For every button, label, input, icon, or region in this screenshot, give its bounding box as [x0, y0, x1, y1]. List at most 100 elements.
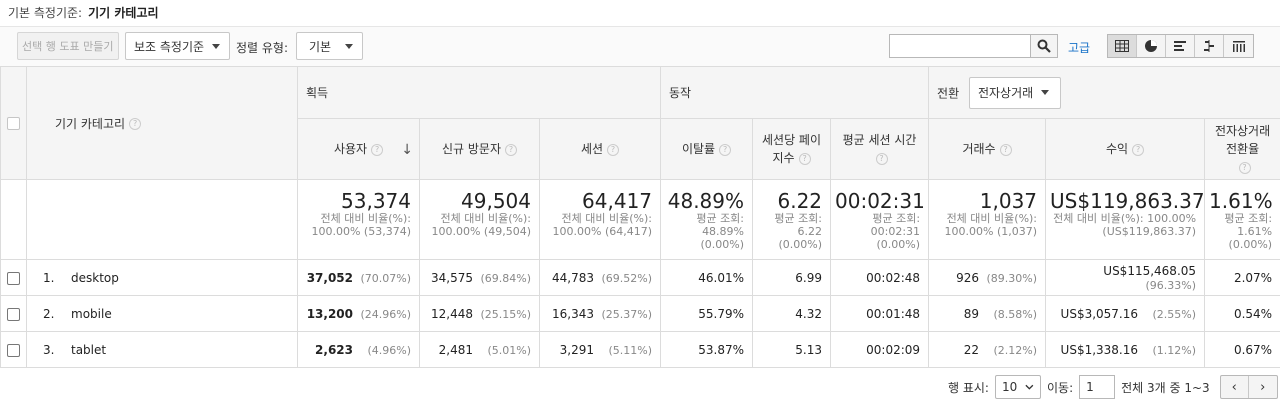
conversion-cell: 2.07% — [1204, 259, 1280, 296]
metric-header-avg-duration[interactable]: 평균 세션 시간? — [830, 118, 930, 180]
help-icon[interactable]: ? — [1238, 161, 1251, 174]
cell-percent: (89.30%) — [986, 271, 1038, 285]
metric-header-bounce-rate[interactable]: 이탈률? — [660, 118, 754, 180]
help-icon[interactable]: ? — [719, 143, 732, 156]
dimension-value-link[interactable]: mobile — [71, 306, 112, 321]
sort-down-arrow-icon[interactable]: ↓ — [401, 142, 413, 158]
cell-percent: (4.96%) — [367, 343, 411, 357]
cell-value: 37,052 — [306, 270, 353, 285]
cell-percent: (69.84%) — [480, 271, 531, 285]
metric-label: 사용자 — [333, 142, 368, 156]
metric-header-ecommerce-conversion[interactable]: 전자상거래 전환율? — [1204, 118, 1280, 180]
help-icon[interactable]: ? — [875, 152, 888, 165]
row-checkbox-cell — [0, 331, 27, 368]
secondary-dimension-label: 보조 측정기준 — [134, 39, 205, 54]
metric-header-sessions[interactable]: 세션? — [538, 118, 662, 180]
metric-header-pages-per-session[interactable]: 세션당 페이지수? — [752, 118, 832, 180]
bounce-cell: 55.79% — [660, 295, 754, 332]
dimension-value-link[interactable]: desktop — [71, 270, 119, 285]
search-icon — [1037, 39, 1051, 53]
users-cell: 37,052 (70.07%) — [297, 259, 420, 296]
row-checkbox-cell — [0, 259, 27, 296]
chevron-left-icon: ‹ — [1231, 379, 1237, 395]
cell-value: 2,623 — [315, 342, 353, 357]
prev-page-button[interactable]: ‹ — [1221, 376, 1249, 398]
help-icon[interactable]: ? — [607, 143, 620, 156]
total-bounce-rate: 48.89% 평균 조회: 48.89% (0.00%) — [660, 179, 754, 260]
help-icon[interactable]: ? — [999, 143, 1012, 156]
metric-label: 수익 — [1105, 142, 1129, 156]
help-icon[interactable]: ? — [505, 143, 517, 156]
help-icon[interactable]: ? — [798, 152, 811, 165]
bar-view-button[interactable] — [1166, 35, 1195, 57]
search-input[interactable] — [889, 34, 1031, 58]
cell-value: 2,481 — [438, 342, 473, 357]
cell-value: 0.54% — [1233, 306, 1273, 321]
metric-header-users[interactable]: 사용자? ↓ — [297, 118, 420, 180]
bounce-cell: 53.87% — [660, 331, 754, 368]
primary-dimension-label: 기본 측정기준: — [8, 6, 83, 20]
pages-cell: 5.13 — [752, 331, 832, 368]
cell-percent: (1.12%) — [1152, 343, 1197, 357]
cell-value: 00:02:09 — [866, 342, 921, 357]
revenue-cell: US$115,468.05(96.33%) — [1045, 259, 1206, 296]
pie-view-button[interactable] — [1137, 35, 1166, 57]
search-button[interactable] — [1030, 34, 1058, 58]
secondary-dimension-dropdown[interactable]: 보조 측정기준 — [125, 32, 230, 60]
bounce-cell: 46.01% — [660, 259, 754, 296]
rows-per-page-select[interactable]: 10 — [994, 375, 1041, 399]
rows-per-page-label: 행 표시: — [948, 380, 989, 395]
transactions-cell: 89 (8.58%) — [928, 295, 1047, 332]
transactions-cell: 926 (89.30%) — [928, 259, 1047, 296]
row-checkbox[interactable] — [7, 343, 20, 357]
dimension-cell: 2. mobile — [26, 295, 298, 332]
metric-header-transactions[interactable]: 거래수? — [928, 118, 1047, 180]
help-icon[interactable]: ? — [129, 118, 142, 130]
dimension-value-link[interactable]: tablet — [71, 342, 107, 357]
behavior-label: 동작 — [669, 86, 692, 100]
sort-type-dropdown[interactable]: 기본 — [296, 32, 363, 60]
total-sub: 평균 조회: — [872, 212, 921, 225]
cell-percent: (25.37%) — [601, 307, 653, 321]
create-chart-button[interactable]: 선택 행 도표 만들기 — [17, 32, 119, 60]
select-all-checkbox[interactable] — [7, 117, 20, 130]
total-revenue: US$119,863.37 전체 대비 비율(%): 100.00% (US$119… — [1045, 179, 1206, 260]
help-icon[interactable]: ? — [1132, 143, 1145, 156]
row-checkbox[interactable] — [7, 307, 20, 321]
row-checkbox[interactable] — [7, 271, 20, 285]
total-sub: 1.61% — [1237, 225, 1273, 238]
metric-label: 세션당 페이지수 — [762, 133, 822, 165]
table-view-button[interactable] — [1108, 35, 1137, 57]
pivot-view-button[interactable] — [1224, 35, 1253, 57]
dimension-header[interactable]: 기기 카테고리? — [26, 66, 298, 180]
goto-page-input[interactable]: 1 — [1079, 375, 1116, 399]
dimension-cell: 1. desktop — [26, 259, 298, 296]
compare-view-button[interactable] — [1195, 35, 1224, 57]
goto-label: 이동: — [1046, 380, 1074, 395]
metric-header-new-users[interactable]: 신규 방문자? — [419, 118, 540, 180]
help-icon[interactable]: ? — [371, 143, 384, 156]
table-icon — [1115, 40, 1129, 52]
total-sub: 전체 대비 비율(%): — [320, 212, 411, 225]
users-cell: 2,623 (4.96%) — [297, 331, 420, 368]
primary-dimension-value[interactable]: 기기 카테고리 — [88, 6, 159, 20]
cell-value: 44,783 — [552, 270, 595, 285]
cell-value: US$3,057.16 — [1060, 306, 1139, 321]
advanced-filter-link[interactable]: 고급 — [1068, 41, 1091, 55]
cell-value: 926 — [956, 270, 980, 285]
metric-header-revenue[interactable]: 수익? — [1045, 118, 1206, 180]
cell-value: 00:02:48 — [866, 270, 921, 285]
cell-percent: (5.01%) — [487, 343, 531, 357]
rows-per-page-value: 10 — [1001, 380, 1018, 394]
pages-cell: 4.32 — [752, 295, 832, 332]
total-sub: (0.00%) — [876, 238, 921, 251]
cell-value: 12,448 — [431, 306, 473, 321]
duration-cell: 00:01:48 — [830, 295, 930, 332]
total-value: 49,504 — [461, 189, 531, 213]
next-page-button[interactable]: › — [1249, 376, 1277, 398]
view-switcher — [1107, 34, 1254, 58]
row-index: 3. — [43, 342, 55, 357]
cell-percent: (5.11%) — [608, 343, 653, 357]
table-row: 2. mobile 13,200 (24.96%) 12,448 (25.15%) 1… — [0, 295, 1280, 332]
conversion-type-dropdown[interactable]: 전자상거래 — [968, 76, 1061, 109]
